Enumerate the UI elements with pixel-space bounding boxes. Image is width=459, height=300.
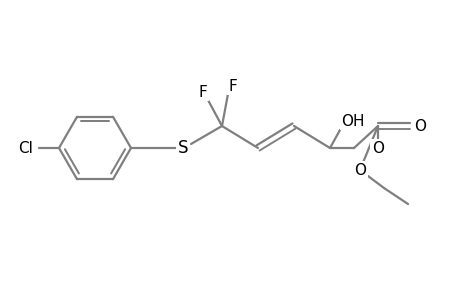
Text: O: O — [413, 118, 425, 134]
Text: F: F — [198, 85, 207, 100]
Text: O: O — [371, 140, 383, 155]
Text: F: F — [228, 79, 237, 94]
Text: OH: OH — [341, 113, 364, 128]
Text: S: S — [177, 139, 188, 157]
Text: O: O — [353, 163, 365, 178]
Text: Cl: Cl — [18, 140, 34, 155]
